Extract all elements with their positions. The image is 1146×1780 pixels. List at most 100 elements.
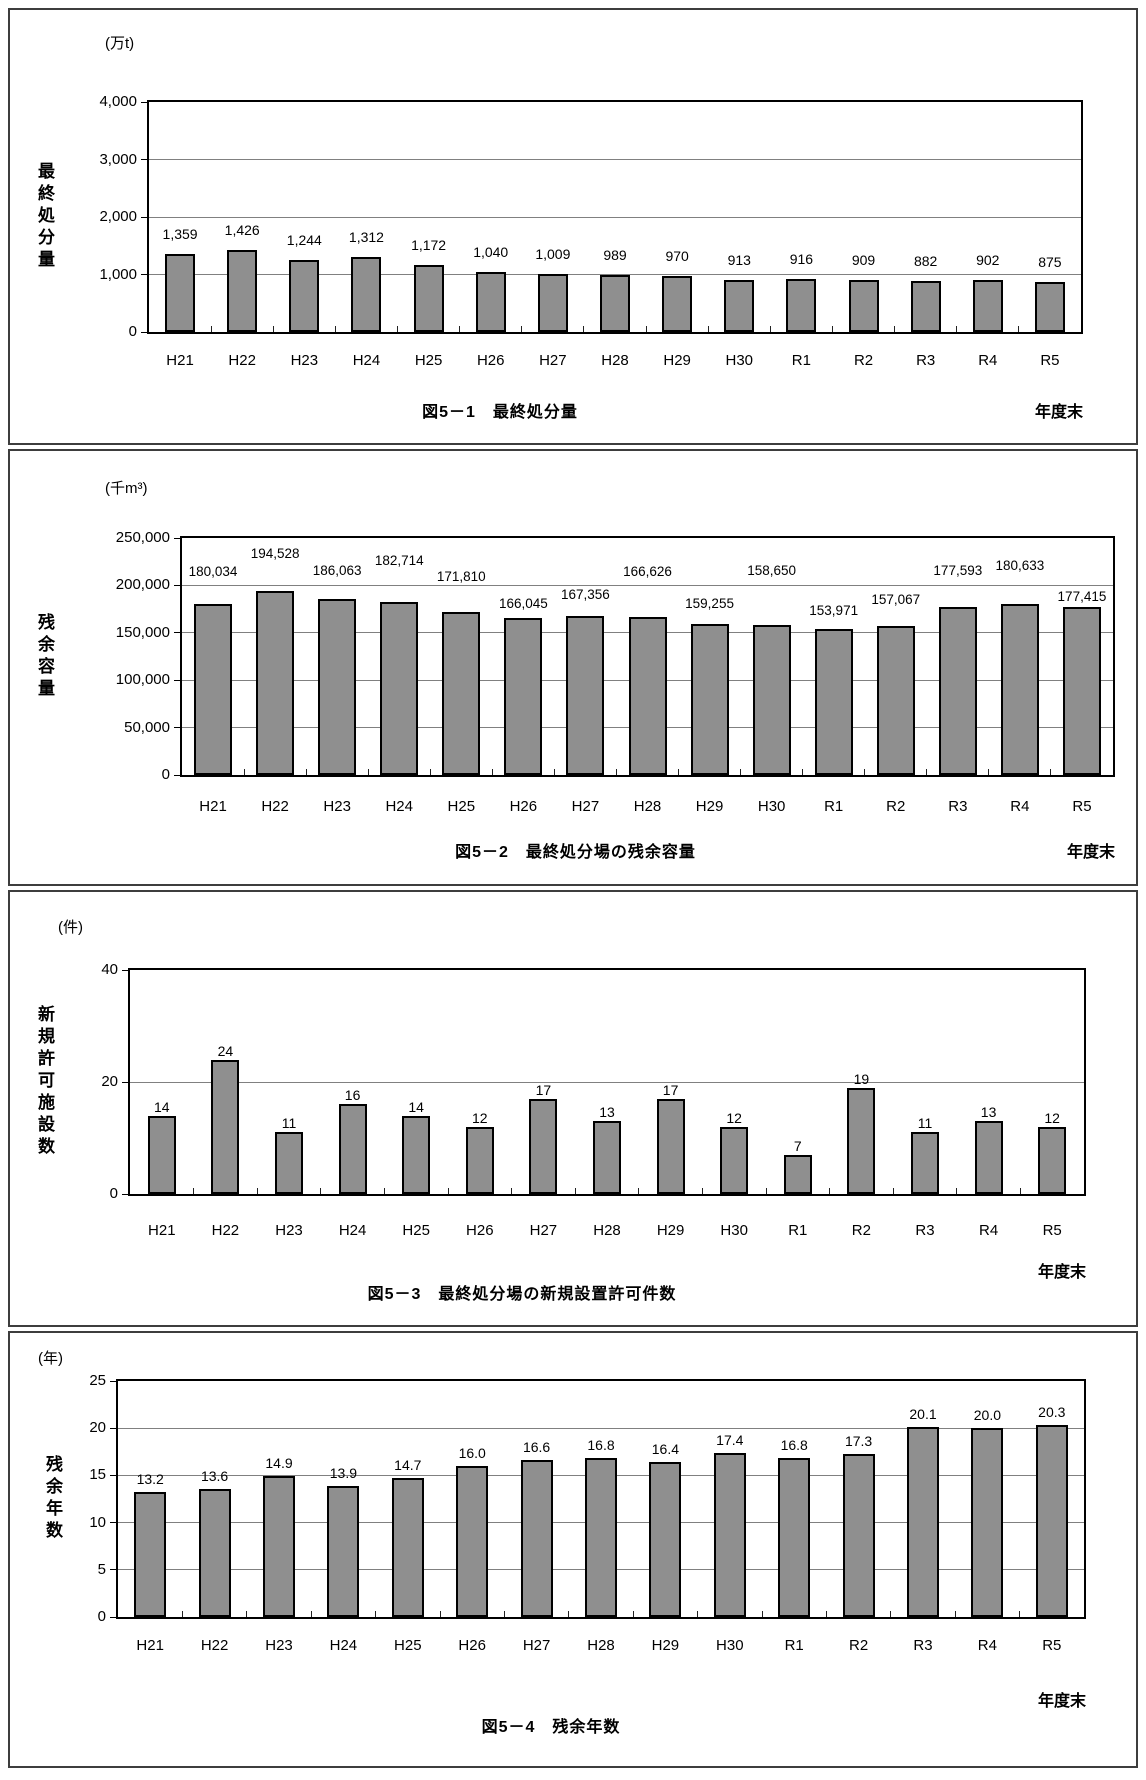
x-tick-label: H24: [385, 798, 413, 815]
plot-area: 1,359 1,426 1,244 1,312 1,172 1,040 1,009 989 97…: [141, 100, 1083, 334]
gridline: [149, 274, 1081, 275]
x-tick-label: H29: [663, 352, 691, 369]
y-tick-label: 0: [97, 1608, 106, 1625]
x-tick-label: R4: [1010, 798, 1030, 815]
bar: [338, 1104, 367, 1194]
bar: [413, 265, 444, 332]
x-tick-label: H24: [338, 1222, 367, 1239]
x-tick-label: R5: [1072, 798, 1092, 815]
x-axis-boundary-tick: [334, 326, 336, 332]
bar-value-label: 17.4: [716, 1432, 744, 1448]
y-axis-tick: [110, 1474, 116, 1476]
bar: [972, 280, 1003, 332]
bar-value-label: 909: [851, 252, 876, 268]
y-tick-label: 3,000: [99, 150, 137, 168]
bar-value-label: 13.9: [329, 1465, 358, 1481]
bar: [227, 250, 258, 332]
x-axis-boundary-tick: [193, 1188, 195, 1194]
x-tick-label: H22: [228, 352, 256, 369]
x-axis-boundary-tick: [243, 769, 245, 775]
x-axis-boundary-tick: [491, 769, 493, 775]
bar-value-label: 16: [344, 1087, 361, 1103]
x-tick-label: H22: [261, 798, 289, 815]
bar: [520, 1460, 553, 1617]
x-tick-label: H23: [290, 352, 319, 369]
y-axis-tick: [174, 679, 180, 681]
bar-value-label: 989: [603, 247, 627, 263]
x-tick-label: R2: [853, 352, 874, 369]
x-tick-label: H28: [601, 352, 629, 369]
bar: [593, 1121, 621, 1194]
bar: [537, 274, 568, 332]
bar: [842, 1454, 875, 1617]
bar-value-label: 17: [535, 1082, 552, 1098]
bar-value-label: 186,063: [312, 563, 362, 578]
x-tick-label: H27: [539, 352, 567, 369]
x-axis-boundary-tick: [829, 1188, 831, 1194]
x-tick-label: R5: [1040, 352, 1060, 369]
bar-value-label: 17.3: [844, 1433, 873, 1449]
x-axis-boundary-tick: [926, 769, 928, 775]
x-axis-boundary-tick: [701, 1188, 703, 1194]
x-tick-label: H25: [402, 1222, 430, 1239]
bar-value-label: 13: [980, 1104, 997, 1120]
chart-panel-3: (件) 新規許可施設数 14 24 11 16 14 12 17 13 17 12 7 19 11 13 1…: [8, 890, 1138, 1327]
x-axis-boundary-tick: [383, 1188, 385, 1194]
bar-value-label: 902: [976, 252, 1000, 268]
bar-value-label: 875: [1038, 254, 1062, 270]
x-tick-label: H23: [323, 798, 351, 815]
y-tick-label: 25: [89, 1372, 106, 1389]
unit-label: (千m³): [105, 480, 148, 497]
bar: [911, 1132, 939, 1194]
y-axis-tick: [141, 274, 147, 275]
x-axis-boundary-tick: [375, 1611, 377, 1617]
bar-value-label: 1,244: [286, 232, 322, 248]
bar: [147, 1116, 176, 1194]
x-axis-end-label: 年度末: [1034, 404, 1083, 421]
y-tick-label: 2,000: [99, 208, 137, 225]
bar-value-label: 180,034: [188, 564, 238, 579]
gridline: [118, 1427, 1084, 1429]
bar-value-label: 13: [599, 1104, 615, 1120]
x-axis-boundary-tick: [892, 1188, 894, 1194]
x-axis-boundary-tick: [511, 1188, 513, 1194]
bar: [256, 591, 295, 775]
x-tick-label: H22: [211, 1222, 240, 1239]
x-tick-label: H22: [200, 1637, 229, 1654]
y-tick-label: 10: [89, 1513, 106, 1531]
bar-value-label: 177,415: [1057, 589, 1107, 604]
bar: [391, 1478, 424, 1617]
chart-panel-1: (万t) 最終処分量 1,359 1,426 1,244 1,312 1,172 1,04…: [8, 8, 1138, 445]
plot-area: 14 24 11 16 14 12 17 13 17 12 7 19 11 13 12: [122, 968, 1086, 1196]
x-tick-label: R1: [784, 1637, 804, 1654]
y-axis-tick: [174, 632, 180, 634]
x-tick-label: R2: [849, 1637, 869, 1654]
figure-caption: 図5－2 最終処分場の残余容量: [455, 844, 696, 861]
x-tick-label: R2: [886, 798, 906, 815]
bar: [649, 1462, 682, 1617]
bar-value-label: 159,255: [685, 596, 734, 611]
bar: [847, 1088, 876, 1194]
x-axis-boundary-tick: [988, 769, 990, 775]
x-tick-label: H26: [509, 798, 538, 815]
bar: [690, 624, 729, 775]
bar-value-label: 14: [408, 1099, 424, 1115]
bar: [907, 1427, 939, 1617]
bar: [724, 280, 755, 332]
unit-label: (件): [58, 919, 83, 936]
plot-area: 13.2 13.6 14.9 13.9 14.7 16.0 16.6 16.8 16.4 17.4…: [110, 1379, 1086, 1619]
x-tick-label: H21: [136, 1637, 164, 1654]
y-axis-title: 残余年数: [43, 1455, 62, 1543]
x-tick-label: R3: [913, 1637, 933, 1654]
bar: [380, 602, 419, 775]
x-axis-boundary-tick: [615, 769, 617, 775]
x-tick-label: R4: [978, 352, 998, 369]
y-axis-tick: [110, 1522, 116, 1524]
bar: [938, 607, 977, 775]
x-tick-label: H26: [458, 1637, 486, 1654]
x-axis-boundary-tick: [367, 769, 369, 775]
bar-value-label: 14: [154, 1099, 170, 1115]
x-axis-end-label: 年度末: [1066, 844, 1115, 861]
bar-value-label: 16.8: [587, 1437, 615, 1453]
bar-value-label: 194,528: [250, 546, 300, 561]
